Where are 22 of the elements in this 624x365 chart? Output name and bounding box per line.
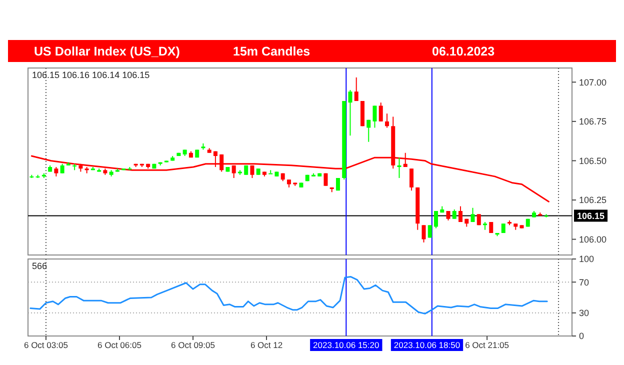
chart-title: US Dollar Index (US_DX) xyxy=(34,44,180,58)
x-tick-label: 6 Oct 12 xyxy=(250,340,283,350)
y-tick-label: 30 xyxy=(579,308,590,318)
text: 06.10.2023 xyxy=(432,44,495,58)
y-tick-label: 100 xyxy=(579,254,594,264)
ref-line-label: 106.15 xyxy=(577,210,605,221)
y-tick-label: 106.75 xyxy=(579,116,607,127)
y-tick-label: 107.00 xyxy=(579,77,607,88)
y-tick-label: 0 xyxy=(579,331,584,342)
y-tick-label: 106.00 xyxy=(579,234,607,244)
y-tick-label: 70 xyxy=(579,277,590,288)
x-tick-label: 6 Oct 21:05 xyxy=(465,340,510,350)
annotation: 566 xyxy=(32,261,48,271)
ref-line-label: 2023.10.06 15:20 xyxy=(313,340,380,350)
ref-line-label: 2023.10.06 18:50 xyxy=(394,340,460,350)
y-tick-label: 106.50 xyxy=(579,156,607,166)
chart-subtitle: 15m Candles xyxy=(233,44,310,58)
x-tick-label: 6 Oct 03:05 xyxy=(24,340,68,350)
y-tick-label: 106.25 xyxy=(579,195,607,206)
x-tick-label: 6 Oct 06:05 xyxy=(98,340,142,350)
annotation: 106.15 106.16 106.14 106.15 xyxy=(32,70,150,80)
x-tick-label: 6 Oct 09:05 xyxy=(171,340,216,350)
